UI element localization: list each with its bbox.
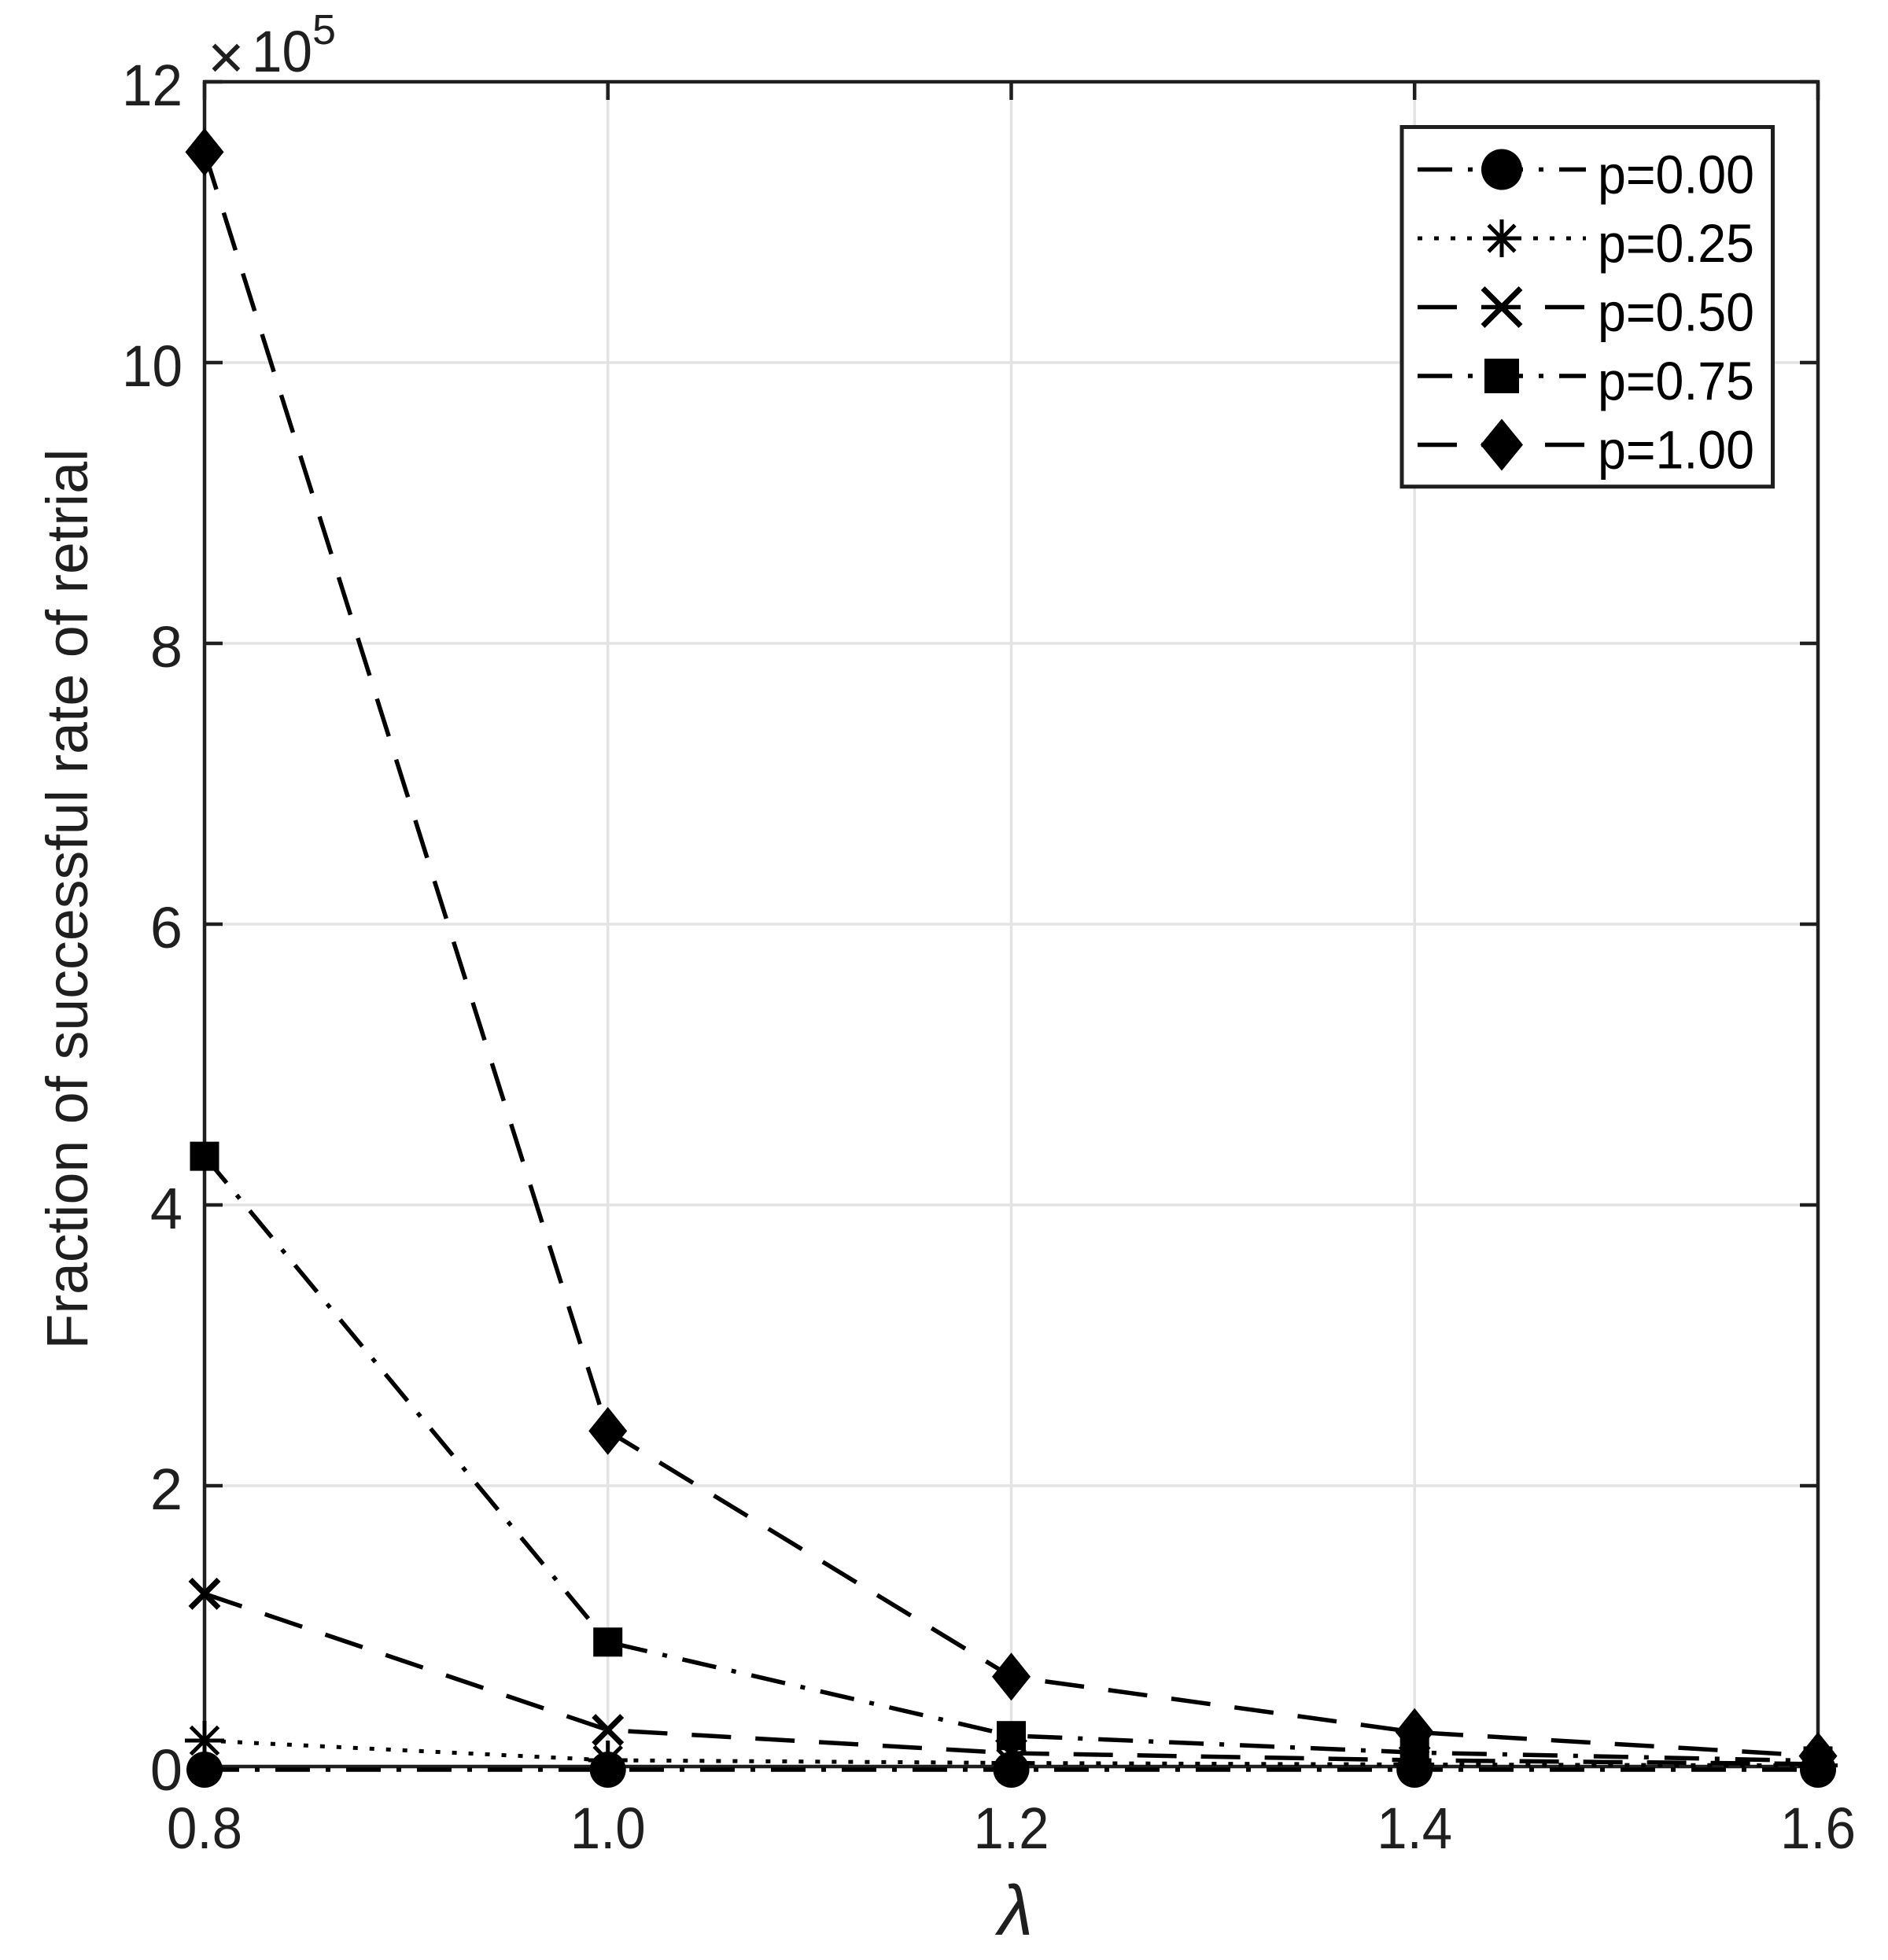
- svg-text:Fraction of successful rate of: Fraction of successful rate of retrial: [35, 449, 100, 1350]
- svg-text:4: 4: [150, 1176, 183, 1241]
- svg-text:12: 12: [122, 53, 183, 118]
- svg-text:6: 6: [150, 895, 183, 960]
- svg-text:0.8: 0.8: [167, 1796, 242, 1861]
- svg-text:8: 8: [150, 614, 183, 680]
- svg-text:p=0.75: p=0.75: [1598, 351, 1754, 411]
- svg-text:p=0.00: p=0.00: [1598, 145, 1754, 205]
- svg-text:2: 2: [150, 1457, 183, 1522]
- svg-text:1.4: 1.4: [1377, 1796, 1452, 1861]
- svg-text:1.6: 1.6: [1780, 1796, 1856, 1861]
- svg-text:1.2: 1.2: [974, 1796, 1049, 1861]
- svg-text:λ: λ: [994, 1872, 1033, 1951]
- svg-text:×: ×: [208, 22, 245, 92]
- svg-text:10: 10: [122, 333, 183, 399]
- svg-text:10: 10: [252, 19, 312, 84]
- svg-text:p=1.00: p=1.00: [1598, 420, 1754, 481]
- svg-text:5: 5: [312, 6, 336, 53]
- svg-text:0: 0: [150, 1737, 183, 1803]
- svg-text:p=0.25: p=0.25: [1598, 213, 1754, 274]
- svg-text:p=0.50: p=0.50: [1598, 282, 1754, 343]
- svg-text:1.0: 1.0: [570, 1796, 646, 1861]
